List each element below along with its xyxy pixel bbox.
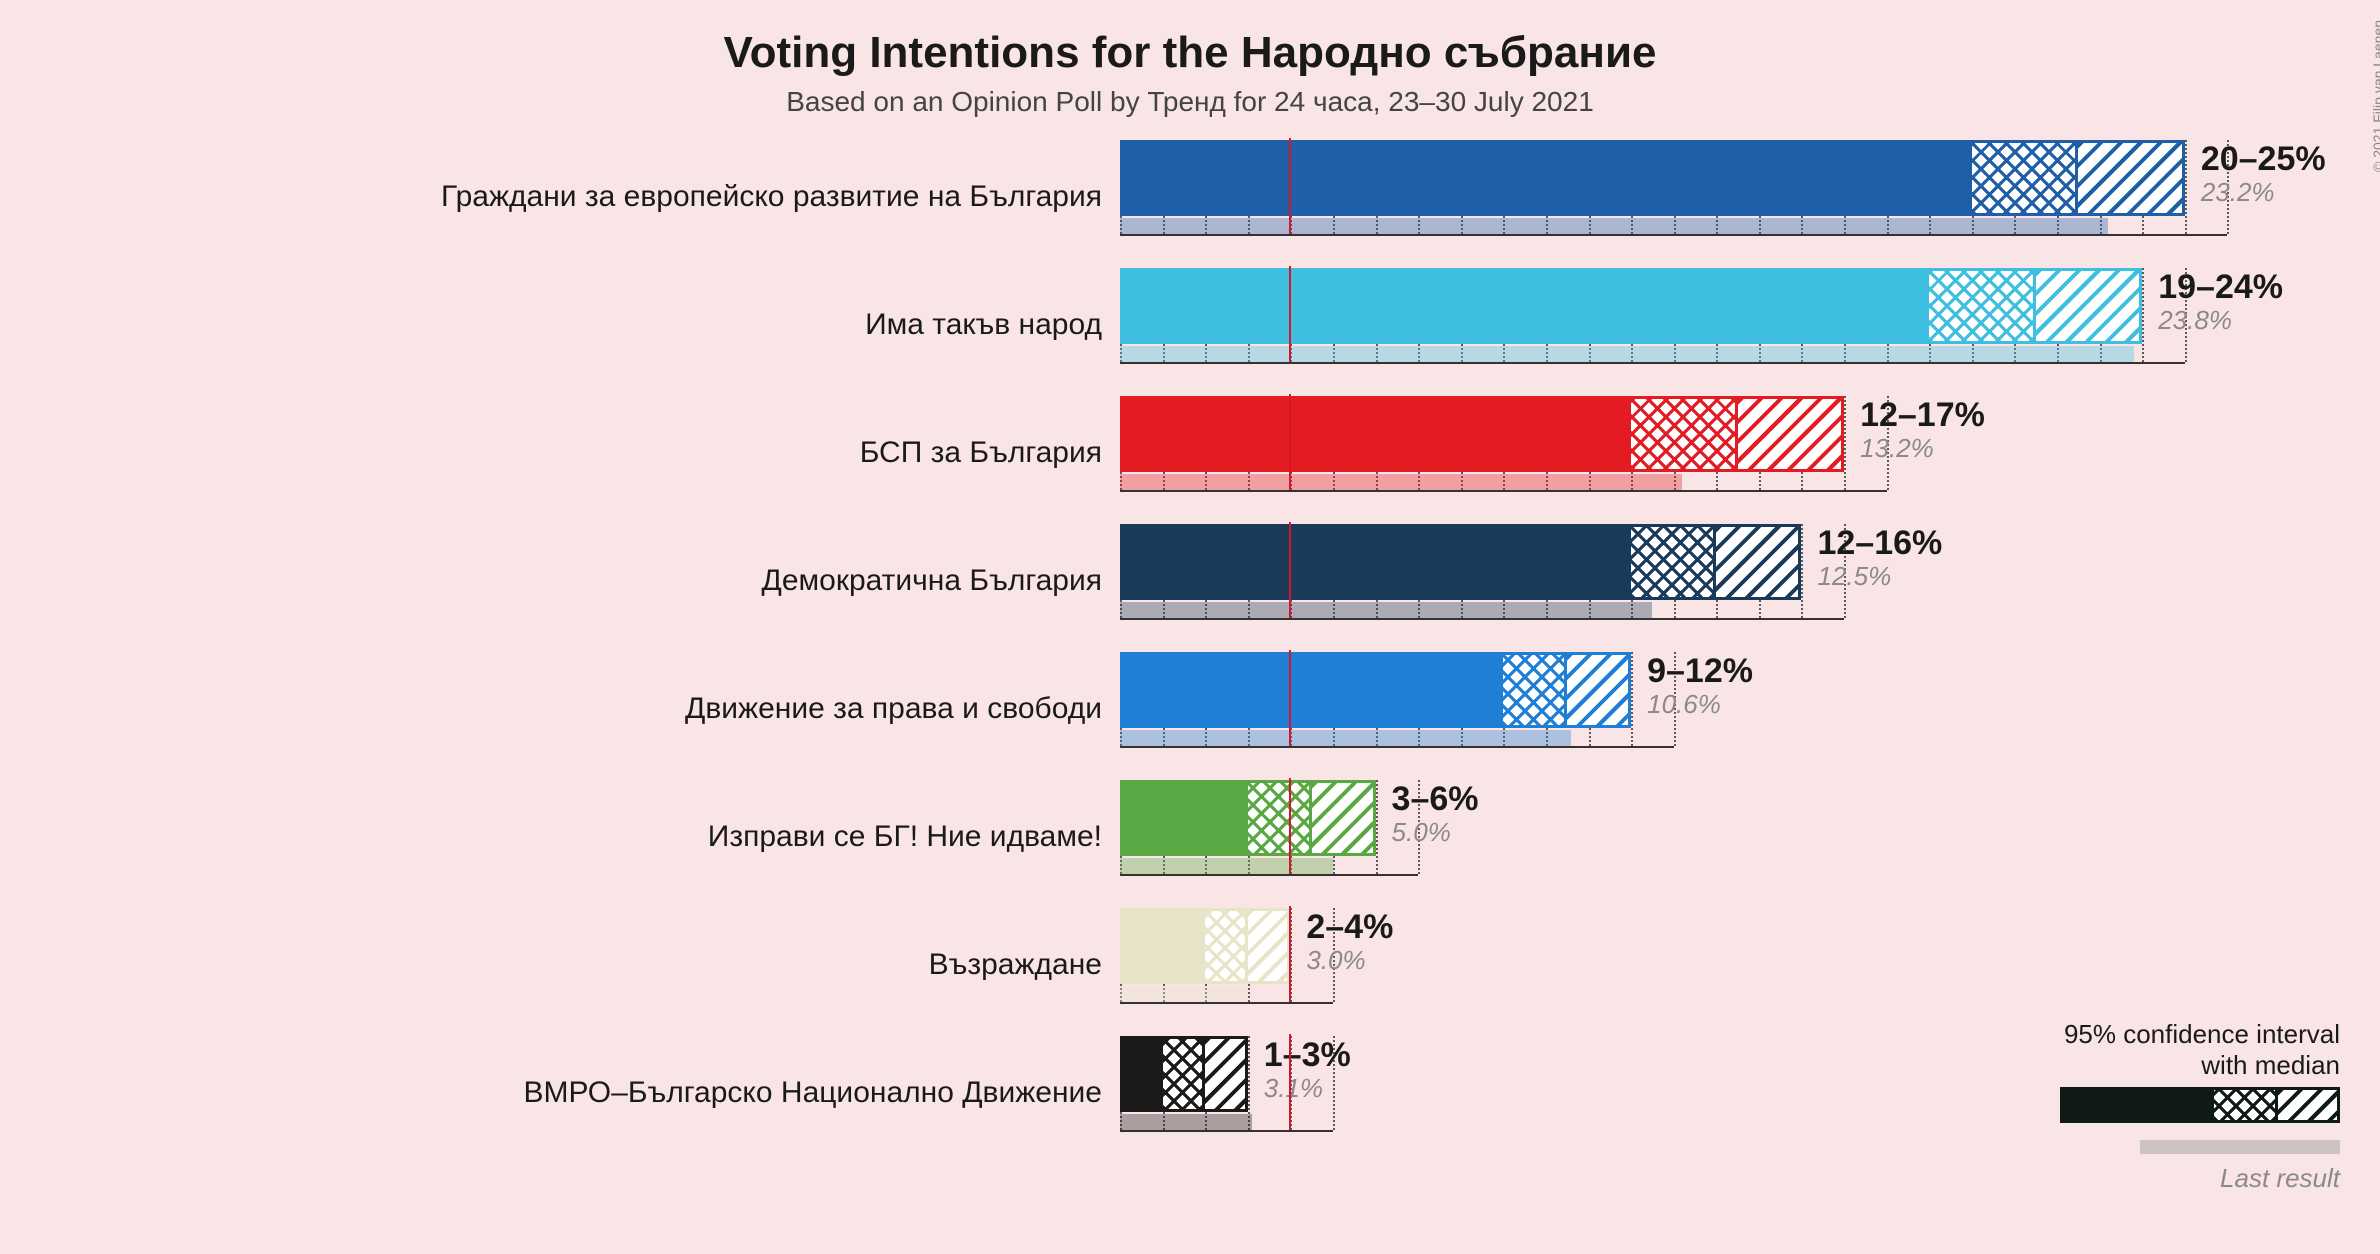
party-label: Има такъв народ [865, 308, 1120, 342]
party-row: ВМРО–Българско Национално Движение 1–3%3.… [0, 1036, 2380, 1164]
party-row: Възраждане 2–4%3.0% [0, 908, 2380, 1036]
party-label: БСП за България [860, 436, 1120, 470]
last-result-bar [1120, 730, 1571, 746]
last-result-bar [1120, 346, 2134, 362]
legend-bar [2060, 1087, 2340, 1123]
bar-zone: 9–12%10.6% [1120, 652, 2270, 780]
legend: 95% confidence interval with median Last… [2060, 1019, 2340, 1194]
party-row: Граждани за европейско развитие на Бълга… [0, 140, 2380, 268]
bar-zone: 20–25%23.2% [1120, 140, 2270, 268]
last-result-bar [1120, 218, 2108, 234]
legend-last-label: Last result [2060, 1163, 2340, 1194]
party-row: Има такъв народ19–24%23.8% [0, 268, 2380, 396]
bar-zone: 12–16%12.5% [1120, 524, 2270, 652]
confidence-bar [1120, 268, 2142, 344]
party-row: Движение за права и свободи 9–12%10.6% [0, 652, 2380, 780]
party-row: Изправи се БГ! Ние идваме! 3–6%5.0% [0, 780, 2380, 908]
party-row: БСП за България 12–17%13.2% [0, 396, 2380, 524]
threshold-line [1289, 906, 1291, 1002]
value-labels: 19–24%23.8% [2158, 268, 2283, 336]
value-labels: 2–4%3.0% [1306, 908, 1393, 976]
value-labels: 9–12%10.6% [1647, 652, 1753, 720]
last-result-bar [1120, 602, 1652, 618]
bar-zone: 3–6%5.0% [1120, 780, 2270, 908]
threshold-line [1289, 394, 1291, 490]
party-label: Изправи се БГ! Ние идваме! [708, 820, 1120, 854]
party-label: Движение за права и свободи [685, 692, 1120, 726]
threshold-line [1289, 778, 1291, 874]
last-result-label: 3.0% [1306, 945, 1393, 976]
confidence-bar [1120, 524, 1801, 600]
party-label: ВМРО–Българско Национално Движение [523, 1076, 1120, 1110]
threshold-line [1289, 138, 1291, 234]
party-label: Демократична България [762, 564, 1120, 598]
confidence-bar [1120, 908, 1290, 984]
range-label: 12–16% [1817, 524, 1942, 563]
bar-zone: 2–4%3.0% [1120, 908, 2270, 1036]
range-label: 12–17% [1860, 396, 1985, 435]
value-labels: 12–16%12.5% [1817, 524, 1942, 592]
last-result-label: 23.8% [2158, 305, 2283, 336]
range-label: 3–6% [1392, 780, 1479, 819]
confidence-bar [1120, 1036, 1248, 1112]
bar-zone: 12–17%13.2% [1120, 396, 2270, 524]
last-result-label: 13.2% [1860, 433, 1985, 464]
bar-zone: 19–24%23.8% [1120, 268, 2270, 396]
last-result-label: 5.0% [1392, 817, 1479, 848]
party-label: Граждани за европейско развитие на Бълга… [441, 180, 1120, 214]
legend-line1: 95% confidence interval [2060, 1019, 2340, 1050]
threshold-line [1289, 266, 1291, 362]
chart-area: Граждани за европейско развитие на Бълга… [0, 140, 2380, 1214]
last-result-bar [1120, 1114, 1252, 1130]
value-labels: 3–6%5.0% [1392, 780, 1479, 848]
range-label: 20–25% [2201, 140, 2326, 179]
chart-subtitle: Based on an Opinion Poll by Тренд for 24… [0, 86, 2380, 118]
legend-last-bar [2140, 1140, 2340, 1154]
value-labels: 20–25%23.2% [2201, 140, 2326, 208]
value-labels: 12–17%13.2% [1860, 396, 1985, 464]
range-label: 9–12% [1647, 652, 1753, 691]
party-label: Възраждане [929, 948, 1120, 982]
last-result-label: 23.2% [2201, 177, 2326, 208]
confidence-bar [1120, 780, 1376, 856]
range-label: 1–3% [1264, 1036, 1351, 1075]
threshold-line [1289, 650, 1291, 746]
last-result-bar [1120, 858, 1333, 874]
last-result-label: 10.6% [1647, 689, 1753, 720]
threshold-line [1289, 522, 1291, 618]
last-result-bar [1120, 474, 1682, 490]
party-row: Демократична България 12–16%12.5% [0, 524, 2380, 652]
range-label: 2–4% [1306, 908, 1393, 947]
confidence-bar [1120, 652, 1631, 728]
confidence-bar [1120, 396, 1844, 472]
threshold-line [1289, 1034, 1291, 1130]
value-labels: 1–3%3.1% [1264, 1036, 1351, 1104]
last-result-bar [1120, 986, 1248, 1002]
confidence-bar [1120, 140, 2185, 216]
range-label: 19–24% [2158, 268, 2283, 307]
chart-title: Voting Intentions for the Народно събран… [0, 0, 2380, 78]
legend-line2: with median [2060, 1050, 2340, 1081]
last-result-label: 3.1% [1264, 1073, 1351, 1104]
last-result-label: 12.5% [1817, 561, 1942, 592]
